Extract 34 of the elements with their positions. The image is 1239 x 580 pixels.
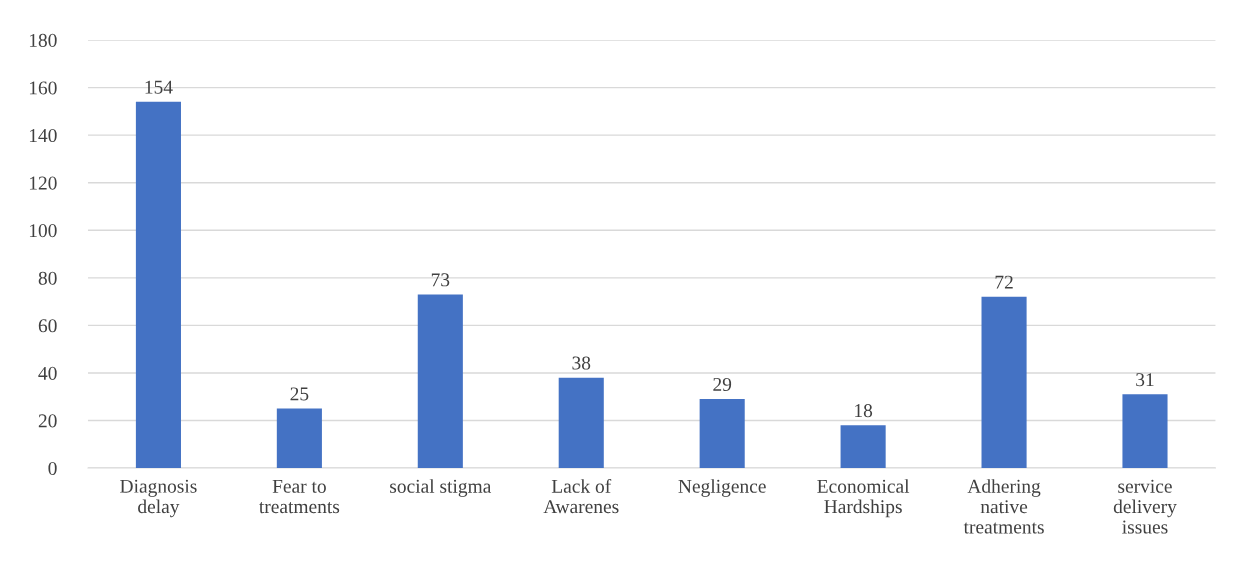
bar	[558, 377, 604, 469]
bar	[840, 425, 886, 469]
data-label: 25	[290, 387, 309, 401]
data-label: 73	[431, 273, 450, 287]
y-tick-label: 180	[29, 33, 57, 47]
bar	[417, 294, 463, 469]
y-tick-label: 100	[29, 224, 57, 238]
x-tick-label: social stigma	[390, 479, 492, 497]
data-label: 31	[1136, 373, 1154, 387]
x-tick-label: service delivery issues	[1113, 479, 1177, 534]
x-tick-label: Fear to treatments	[259, 479, 340, 514]
y-tick-label: 160	[29, 81, 57, 95]
y-tick-label: 140	[29, 128, 57, 143]
data-label: 72	[995, 275, 1013, 289]
x-tick-label: Diagnosis delay	[120, 479, 197, 518]
y-tick-label: 60	[38, 319, 57, 333]
x-tick-label: Adhering native treatments	[963, 479, 1044, 534]
bar	[981, 296, 1027, 469]
bar	[699, 399, 745, 469]
data-label: 154	[145, 80, 173, 94]
bar	[135, 101, 181, 469]
bar	[276, 408, 322, 469]
data-label: 38	[572, 356, 591, 370]
x-tick-label: Negligence	[678, 479, 766, 497]
x-tick-label: Economical Hardships	[817, 479, 910, 518]
y-tick-label: 0	[48, 461, 57, 475]
data-label: 29	[713, 377, 732, 391]
data-label: 18	[855, 404, 873, 418]
y-tick-label: 80	[38, 271, 57, 285]
y-tick-label: 40	[38, 366, 57, 380]
y-tick-label: 20	[38, 414, 57, 428]
x-tick-label: Lack of Awarenes	[543, 478, 619, 514]
bar	[1122, 394, 1168, 469]
y-tick-label: 120	[29, 176, 57, 190]
